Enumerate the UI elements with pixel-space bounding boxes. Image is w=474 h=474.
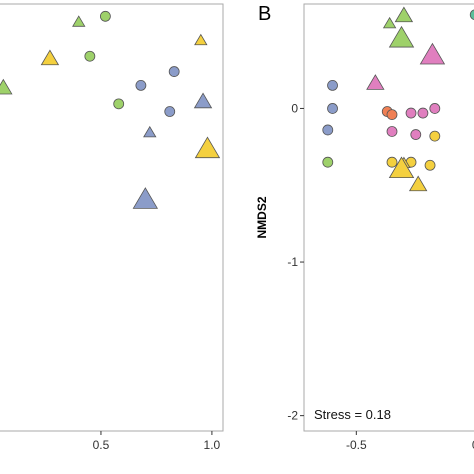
panel-b-point-triangle xyxy=(419,42,446,65)
panel-b-point-triangle xyxy=(366,74,385,90)
panel-b-point-triangle xyxy=(388,156,415,179)
panel-b-point-circle xyxy=(386,109,398,120)
panel-b-point-triangle xyxy=(382,16,397,29)
panel-a-point-triangle xyxy=(193,92,213,109)
panel-a-frame xyxy=(0,3,224,432)
panel-a-point-circle xyxy=(168,66,180,77)
panel-a-x-tick-label: 1.0 xyxy=(204,438,221,452)
panel-a-point-triangle xyxy=(132,187,159,209)
panel-b-point-circle xyxy=(327,80,338,91)
panel-a-point-triangle xyxy=(72,15,86,27)
panel-b: B NMDS2 -0.5 0 0 -1 -2 Stress = 0.18 xyxy=(255,3,474,452)
panel-a-point-triangle xyxy=(40,49,60,66)
panel-b-point-circle xyxy=(322,124,334,136)
panel-b-y-tick-label: -2 xyxy=(287,409,298,423)
panel-b-point-triangle xyxy=(408,175,428,192)
panel-b-point-circle xyxy=(417,107,429,119)
panel-b-ticks: -0.5 0 0 -1 -2 xyxy=(287,101,474,452)
panel-a-x-ticks: 00.51.0 xyxy=(93,431,221,452)
panel-b-y-axis-title: NMDS2 xyxy=(255,196,269,238)
panel-b-frame xyxy=(303,3,474,432)
panel-b-point-circle xyxy=(386,156,398,168)
panel-a-point-triangle xyxy=(194,136,221,159)
panel-b-point-circle xyxy=(469,9,474,21)
panel-a-point-triangle xyxy=(194,33,208,46)
panel-a-x-tick-label: 0.5 xyxy=(93,438,110,452)
panel-label-b: B xyxy=(258,3,271,25)
panel-b-point-circle xyxy=(386,126,398,137)
panel-b-point-circle xyxy=(405,107,417,119)
panel-b-points xyxy=(322,6,474,192)
panel-a-point-circle xyxy=(135,80,147,91)
panel-a-points xyxy=(0,10,221,209)
panel-b-point-circle xyxy=(424,159,436,171)
panel-a: 00.51.0 xyxy=(0,3,224,452)
panel-b-point-circle xyxy=(322,156,334,168)
panel-b-y-tick-label: 0 xyxy=(291,101,298,115)
panel-a-point-circle xyxy=(99,10,111,22)
panel-b-point-circle xyxy=(429,130,441,142)
panel-b-x-tick-label: 0 xyxy=(472,438,474,452)
panel-a-point-triangle xyxy=(143,125,157,138)
stress-annotation: Stress = 0.18 xyxy=(314,407,391,422)
panel-b-point-circle xyxy=(429,103,441,114)
panel-a-point-triangle xyxy=(0,78,13,95)
panel-a-point-circle xyxy=(84,50,96,62)
panel-b-point-circle xyxy=(410,129,422,140)
panel-b-y-tick-label: -1 xyxy=(287,255,298,269)
panel-a-point-circle xyxy=(164,106,176,117)
panel-a-point-circle xyxy=(113,98,125,110)
panel-b-point-circle xyxy=(327,103,338,114)
panel-b-point-triangle xyxy=(394,6,414,23)
panel-b-point-triangle xyxy=(388,25,415,48)
panel-b-x-tick-label: -0.5 xyxy=(346,438,367,452)
